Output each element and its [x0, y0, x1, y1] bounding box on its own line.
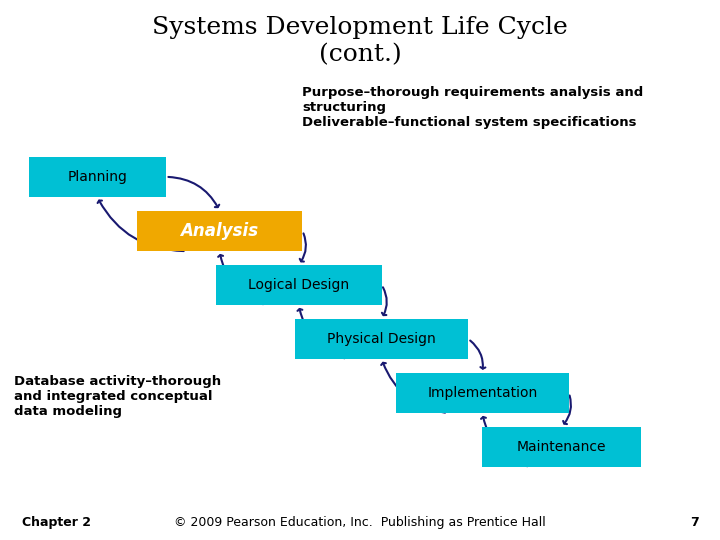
Text: Logical Design: Logical Design: [248, 278, 349, 292]
FancyBboxPatch shape: [137, 211, 302, 251]
FancyBboxPatch shape: [482, 427, 641, 467]
Text: Database activity–thorough
and integrated conceptual
data modeling: Database activity–thorough and integrate…: [14, 375, 222, 418]
Text: Systems Development Life Cycle
(cont.): Systems Development Life Cycle (cont.): [152, 16, 568, 66]
Text: Planning: Planning: [67, 170, 127, 184]
FancyBboxPatch shape: [396, 373, 569, 413]
Text: Purpose–thorough requirements analysis and
structuring
Deliverable–functional sy: Purpose–thorough requirements analysis a…: [302, 86, 644, 130]
FancyBboxPatch shape: [216, 265, 382, 305]
Text: Analysis: Analysis: [181, 222, 258, 240]
FancyBboxPatch shape: [295, 319, 468, 359]
Text: Physical Design: Physical Design: [327, 332, 436, 346]
Text: Chapter 2: Chapter 2: [22, 516, 91, 529]
FancyBboxPatch shape: [29, 157, 166, 197]
Text: Implementation: Implementation: [427, 386, 538, 400]
Text: 7: 7: [690, 516, 698, 529]
Text: © 2009 Pearson Education, Inc.  Publishing as Prentice Hall: © 2009 Pearson Education, Inc. Publishin…: [174, 516, 546, 529]
Text: Maintenance: Maintenance: [517, 440, 606, 454]
